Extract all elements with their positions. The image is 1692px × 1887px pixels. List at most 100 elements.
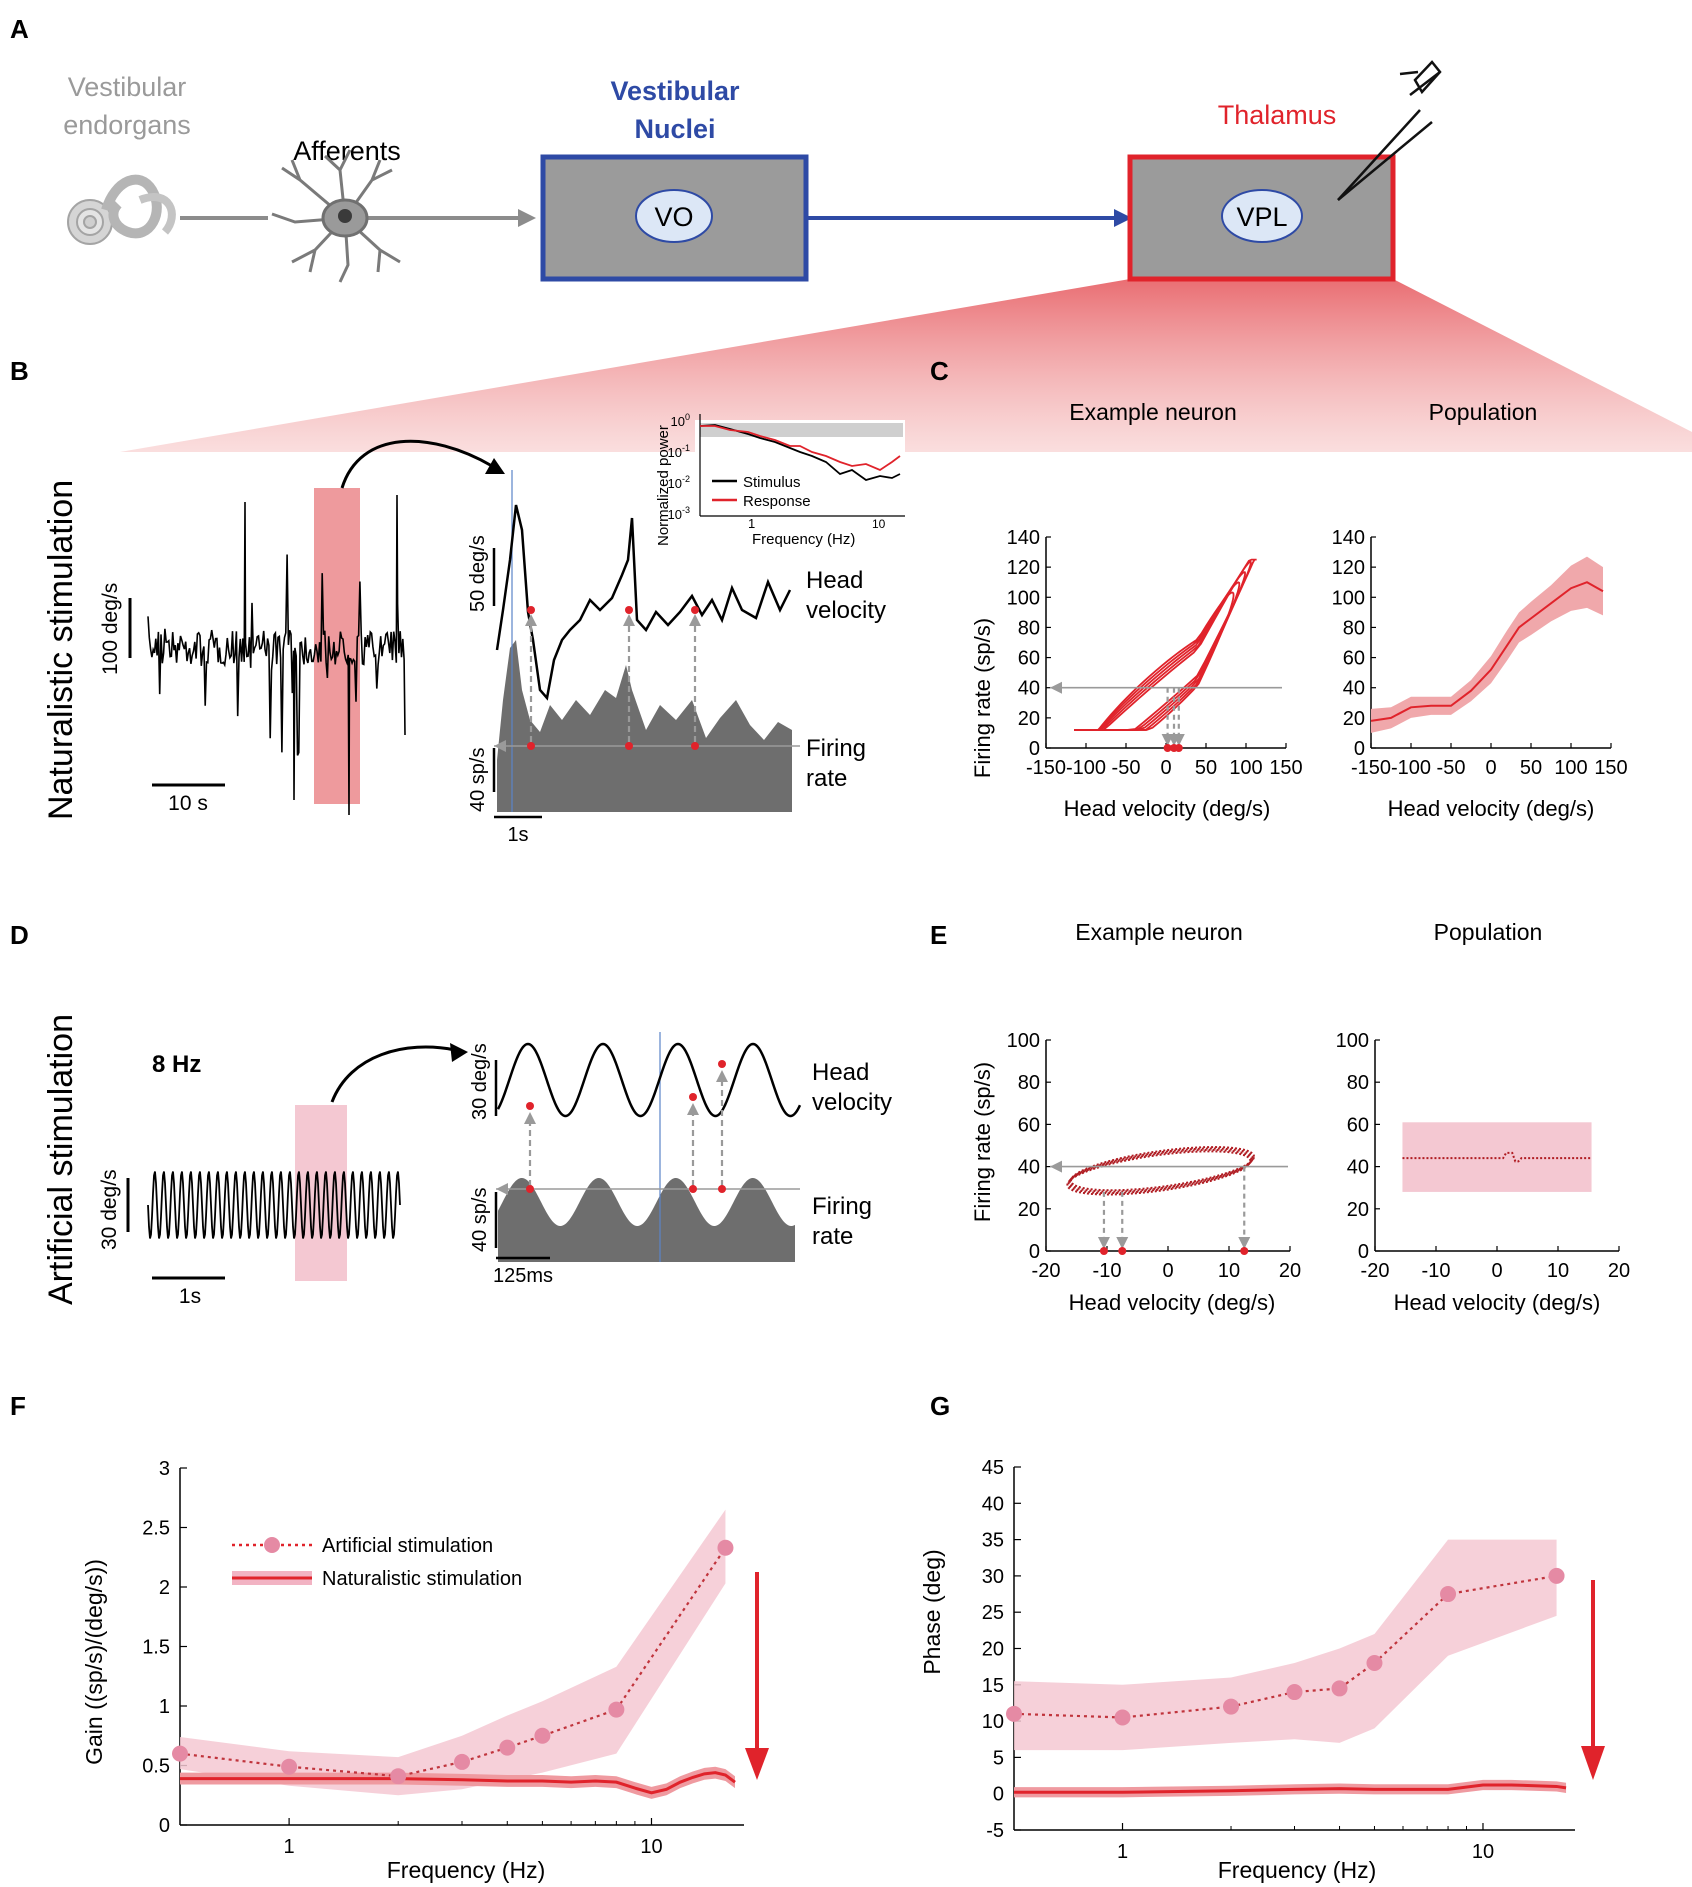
y-tick-label: 40 <box>1343 678 1365 700</box>
y-tick-label: 20 <box>1018 708 1040 730</box>
inset-xtick-1: 1 <box>748 516 755 531</box>
phase-marker <box>1006 1705 1022 1722</box>
population-band-c <box>1371 556 1603 733</box>
mapping-arrows-b <box>494 606 701 752</box>
gain-marker <box>281 1758 298 1775</box>
y-tick-label: 40 <box>1347 1157 1369 1179</box>
population-band-e <box>1402 1122 1592 1192</box>
y-tick-label: 3 <box>159 1458 170 1480</box>
xlabel-e-example: Head velocity (deg/s) <box>1069 1290 1276 1315</box>
vpl-node <box>1221 189 1303 243</box>
y-tick-label: 1.5 <box>142 1637 170 1659</box>
x-tick-label: 10 <box>1218 1260 1240 1282</box>
x-tick-label: 150 <box>1269 757 1302 779</box>
decrease-arrow-g-head <box>1581 1746 1605 1780</box>
x-tick-label: 20 <box>1608 1260 1630 1282</box>
gain-marker <box>454 1753 470 1770</box>
vo-label: VO <box>654 202 693 232</box>
mapping-point-rate <box>718 1185 726 1193</box>
inset-ytick-0: 100 <box>671 412 690 429</box>
x-tick-label: -10 <box>1093 1260 1122 1282</box>
y-tick-label: 0 <box>159 1815 170 1837</box>
y-tick-label: 0 <box>1029 1241 1040 1263</box>
y-tick-label: 120 <box>1007 557 1040 579</box>
y-tick-label: 60 <box>1018 1114 1040 1136</box>
example-neuron-loop <box>1074 558 1257 731</box>
x-tick-label: 100 <box>1229 757 1262 779</box>
panel-label-a: A <box>10 14 29 44</box>
naturalistic-line <box>1014 1783 1567 1794</box>
example-neuron-loop <box>1074 560 1252 731</box>
y-tick-label: 2 <box>159 1577 170 1599</box>
mapping-point-rate <box>527 742 535 750</box>
firing-rate-fill-zoom <box>497 640 792 812</box>
velocity-point-e <box>1240 1247 1249 1255</box>
x-tick-label: -150 <box>1026 757 1066 779</box>
inset-ytick-2: 10-2 <box>668 474 690 491</box>
y-tick-label: -5 <box>986 1820 1004 1842</box>
artificial-line <box>1013 1574 1557 1719</box>
zoom-arrow-b <box>340 439 493 489</box>
artificial-line <box>179 1547 727 1778</box>
y-tick-label: 60 <box>1343 648 1365 670</box>
thalamus-title: Thalamus <box>1218 100 1337 130</box>
x-tick-label: 10 <box>640 1836 662 1858</box>
vestibular-nuclei-title: Vestibular Nuclei <box>610 76 740 144</box>
y-tick-label: 60 <box>1347 1114 1369 1136</box>
svg-text:Nuclei: Nuclei <box>634 114 715 144</box>
head-velocity-trace-sine-long <box>147 1171 401 1239</box>
panel-label-d: D <box>10 920 29 950</box>
gain-marker <box>172 1745 188 1762</box>
scale-label-d-left: 30 deg/s <box>98 1169 121 1250</box>
x-tick-label: 1 <box>284 1836 295 1858</box>
svg-text:endorgans: endorgans <box>63 110 191 140</box>
y-tick-label: 120 <box>1332 557 1365 579</box>
mapping-arrow-head-e <box>1238 1237 1251 1249</box>
y-tick-label: 100 <box>1007 1030 1040 1052</box>
example-neuron-title-e: Example neuron <box>1075 919 1243 945</box>
x-tick-label: 0 <box>1162 1260 1173 1282</box>
x-tick-label: -20 <box>1032 1260 1061 1282</box>
x-tick-label: 50 <box>1520 757 1542 779</box>
y-tick-label: 100 <box>1007 587 1040 609</box>
naturalistic-stimulation-label: Naturalistic stimulation <box>42 480 80 820</box>
panel-label-e: E <box>930 920 947 950</box>
threshold-arrow-head <box>496 1183 508 1195</box>
example-neuron-loop <box>1074 571 1246 731</box>
x-tick-label: -50 <box>1437 757 1466 779</box>
example-neuron-loop-e <box>1066 1150 1252 1196</box>
phase-marker <box>1331 1680 1348 1697</box>
zoom-window-d <box>295 1105 347 1281</box>
inner-ear-icon <box>67 174 176 245</box>
mapping-arrow-head <box>524 1112 536 1124</box>
y-tick-label: 30 <box>982 1566 1004 1588</box>
artificial-band <box>180 1509 726 1796</box>
x-tick-label: 50 <box>1195 757 1217 779</box>
svg-text:velocity: velocity <box>812 1089 892 1116</box>
velocity-point-e <box>1118 1247 1127 1255</box>
y-tick-label: 0 <box>1029 738 1040 760</box>
scale-label-d-time-right: 125ms <box>493 1265 553 1287</box>
mapping-point-velocity <box>691 606 699 614</box>
gain-marker <box>717 1539 734 1556</box>
xlabel-g: Frequency (Hz) <box>1218 1857 1376 1883</box>
xlabel-f: Frequency (Hz) <box>387 1857 545 1883</box>
legend-response: Response <box>743 493 811 510</box>
mapping-arrow-head <box>689 614 701 626</box>
mapping-arrow-head <box>623 614 635 626</box>
y-tick-label: 1 <box>159 1696 170 1718</box>
svg-text:Vestibular: Vestibular <box>610 76 740 106</box>
example-neuron-loop <box>1076 581 1241 731</box>
x-tick-label: -50 <box>1112 757 1141 779</box>
mapping-point-velocity <box>689 1093 697 1101</box>
arrow-afferent-to-nuclei-head <box>518 209 536 227</box>
y-tick-label: 45 <box>982 1457 1004 1479</box>
mapping-point-rate <box>526 1185 534 1193</box>
mapping-arrow-head-e <box>1097 1237 1110 1249</box>
x-tick-label: -100 <box>1391 757 1431 779</box>
velocity-point-c <box>1163 744 1172 752</box>
population-title-c: Population <box>1429 399 1538 425</box>
y-tick-label: 80 <box>1018 1072 1040 1094</box>
